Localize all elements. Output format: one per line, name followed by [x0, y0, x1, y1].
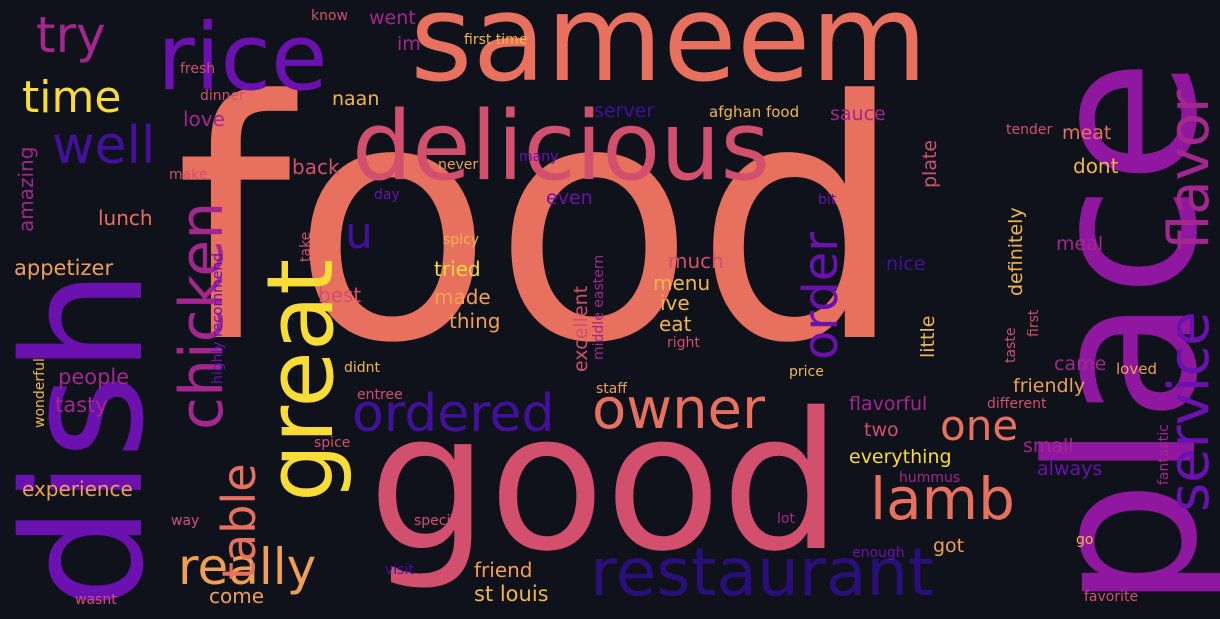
word-people: people [58, 365, 130, 389]
word-really: really [178, 538, 317, 596]
word-highly-recommend: highly recommend [210, 252, 226, 384]
word-amazing: amazing [14, 146, 38, 232]
word-flavor: flavor [1157, 89, 1220, 250]
word-enough: enough [852, 545, 905, 561]
word-back: back [292, 155, 340, 179]
word-sameem: sameem [410, 0, 928, 109]
word-owner: owner [592, 377, 766, 442]
word-one: one [940, 401, 1019, 450]
word-tasty: tasty [55, 393, 108, 417]
word-tender: tender [1006, 122, 1053, 138]
word-didnt: didnt [344, 360, 381, 376]
word-best: best [318, 283, 362, 307]
word-always: always [1037, 458, 1103, 480]
word-right: right [667, 335, 700, 351]
word-wonderful: wonderful [32, 358, 48, 428]
word-meat: meat [1062, 122, 1112, 144]
word-way: way [171, 513, 200, 529]
word-know: know [311, 8, 348, 24]
word-try: try [36, 6, 106, 64]
word-taste: taste [1003, 327, 1019, 363]
word-spice: spice [314, 435, 351, 451]
word-never: never [438, 157, 479, 173]
word-much: much [668, 249, 724, 273]
word-st-louis: st louis [474, 582, 549, 606]
word-two: two [864, 419, 899, 441]
word-entree: entree [357, 387, 403, 403]
word-lamb: lamb [870, 465, 1015, 533]
word-dont: dont [1073, 154, 1119, 178]
word-friendly: friendly [1013, 375, 1086, 397]
word-wasnt: wasnt [75, 592, 117, 608]
word-ordered: ordered [352, 384, 555, 444]
word-excellent: excellent [570, 285, 592, 372]
word-fantastic: fantastic [1156, 424, 1172, 485]
word-menu: menu [653, 271, 711, 295]
word-everything: everything [849, 446, 952, 468]
word-restaurant: restaurant [590, 534, 935, 611]
word-love: love [183, 107, 225, 131]
word-favorite: favorite [1084, 589, 1139, 605]
word-staff: staff [596, 381, 628, 397]
word-price: price [789, 364, 824, 380]
word-friend: friend [474, 558, 533, 582]
word-different: different [987, 396, 1047, 412]
word-server: server [594, 100, 655, 122]
word-experience: experience [22, 477, 133, 501]
word-ive: ive [660, 291, 690, 315]
word-sauce: sauce [830, 103, 886, 125]
word-spicy: spicy [443, 232, 480, 248]
word-take: take [298, 231, 314, 262]
word-went: went [369, 7, 416, 29]
word-got: got [933, 535, 965, 557]
word-dish: dish [0, 268, 180, 610]
word-bit: bit [818, 192, 837, 208]
word-special: special [414, 513, 463, 529]
word-thing: thing [449, 309, 501, 333]
word-delicious: delicious [352, 92, 770, 202]
word-fresh: fresh [180, 61, 216, 77]
word-flavorful: flavorful [849, 393, 928, 415]
word-good: good [368, 372, 842, 593]
word-lunch: lunch [98, 206, 153, 230]
word-well: well [52, 116, 156, 176]
word-come: come [209, 584, 265, 608]
word-order: order [793, 232, 849, 360]
word-small: small [1023, 435, 1074, 457]
word-naan: naan [332, 88, 380, 110]
word-made: made [434, 285, 491, 309]
word-go: go [1076, 532, 1094, 548]
word-make: make [169, 167, 208, 183]
word-loved: loved [1116, 360, 1157, 378]
word-meal: meal [1056, 233, 1104, 255]
word-many: many [519, 149, 559, 165]
word-middle-eastern: middle eastern [591, 254, 607, 360]
word-rice: rice [157, 4, 328, 111]
word-im: im [397, 33, 421, 55]
word-even: even [546, 187, 593, 209]
word-appetizer: appetizer [14, 256, 114, 280]
word-food: food [175, 31, 905, 415]
word-hummus: hummus [899, 470, 961, 486]
word-definitely: definitely [1005, 207, 1027, 296]
word-eat: eat [659, 312, 692, 336]
word-lot: lot [777, 511, 795, 527]
word-dinner: dinner [200, 88, 245, 104]
word-nice: nice [886, 253, 926, 275]
word-tried: tried [434, 257, 481, 281]
word-first: first [1026, 309, 1042, 337]
word-time: time [22, 72, 122, 123]
word-u: u [345, 208, 373, 259]
word-came: came [1054, 353, 1107, 375]
word-day: day [374, 187, 400, 203]
word-first-time: first time [464, 32, 528, 48]
word-visit: visit [385, 562, 414, 578]
word-table: table [212, 463, 266, 580]
word-afghan-food: afghan food [709, 103, 800, 121]
word-little: little [917, 315, 939, 358]
word-plate: plate [919, 139, 941, 188]
